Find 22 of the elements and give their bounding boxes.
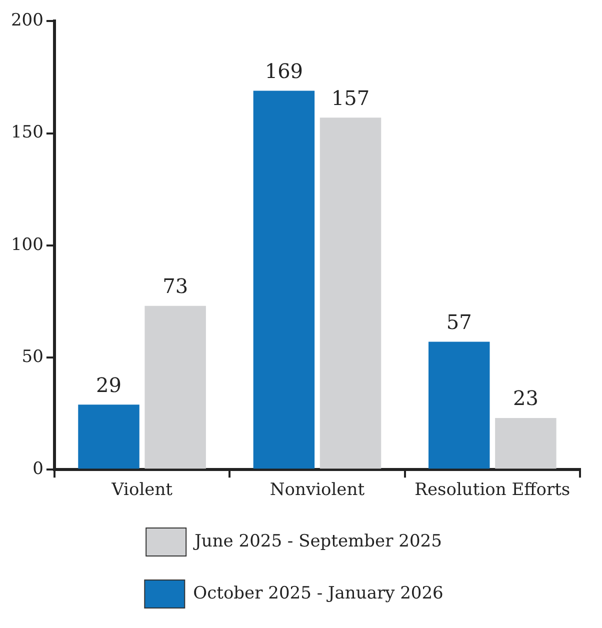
bar [320,118,382,469]
x-tick-label: Nonviolent [270,480,365,500]
data-label: 169 [264,58,304,83]
legend-label: June 2025 - September 2025 [192,531,442,552]
y-tick-label: 200 [10,10,44,31]
legend-label: October 2025 - January 2026 [193,583,444,604]
data-label: 57 [446,310,472,334]
y-tick-label: 0 [32,459,44,480]
bar [78,404,140,469]
data-label: 23 [512,386,538,410]
x-tick-label: Resolution Efforts [414,480,570,500]
bar [253,90,315,469]
data-label: 29 [96,372,122,397]
data-label: 73 [162,274,188,298]
x-tick-label: Violent [110,480,173,500]
bar [428,342,490,469]
y-tick-label: 50 [22,346,44,367]
y-tick-label: 100 [10,234,44,255]
y-tick-label: 150 [10,122,44,143]
bar [144,306,206,469]
data-label: 157 [331,86,370,110]
bar [495,418,556,469]
